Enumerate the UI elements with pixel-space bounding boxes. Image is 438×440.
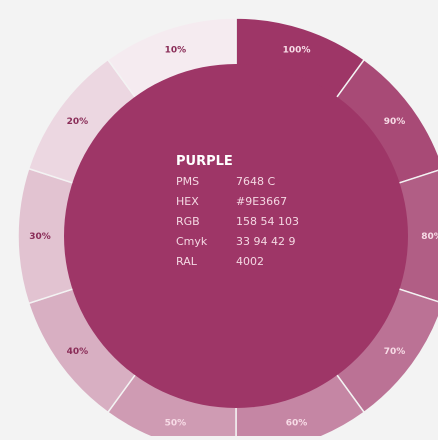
spec-value-rgb: 158 54 103 [236,215,299,228]
color-name: PURPLE [176,154,233,169]
ring-label-60-percent: 60% [286,418,308,428]
spec-key-hex: HEX [176,195,199,208]
spec-key-cmyk: Cmyk [176,235,208,248]
spec-key-pms: PMS [176,175,199,188]
ring-label-50-percent: 50% [165,418,187,428]
spec-value-ral: 4002 [236,255,264,268]
ring-label-90-percent: 90% [384,117,406,127]
tint-ring: 100% 90% 80% 70% 60% 50% 40% 30% 20% 10% [17,17,438,440]
spec-value-cmyk: 33 94 42 9 [236,235,295,248]
ring-label-20-percent: 20% [67,117,89,127]
ring-label-30-percent: 30% [29,232,51,242]
ring-label-70-percent: 70% [384,347,406,357]
spec-key-rgb: RGB [176,215,200,228]
base-color-disc [64,64,408,408]
spec-value-pms: 7648 C [236,175,275,188]
color-info-block: PURPLE PMS 7648 C HEX #9E3667 RGB 158 54… [176,154,299,268]
spec-key-ral: RAL [176,255,198,268]
spec-value-hex: #9E3667 [236,195,287,208]
ring-label-40-percent: 40% [67,347,89,357]
ring-label-10-percent: 10% [165,46,187,56]
ring-label-100-percent: 100% [283,46,311,56]
ring-label-80-percent: 80% [421,232,438,242]
